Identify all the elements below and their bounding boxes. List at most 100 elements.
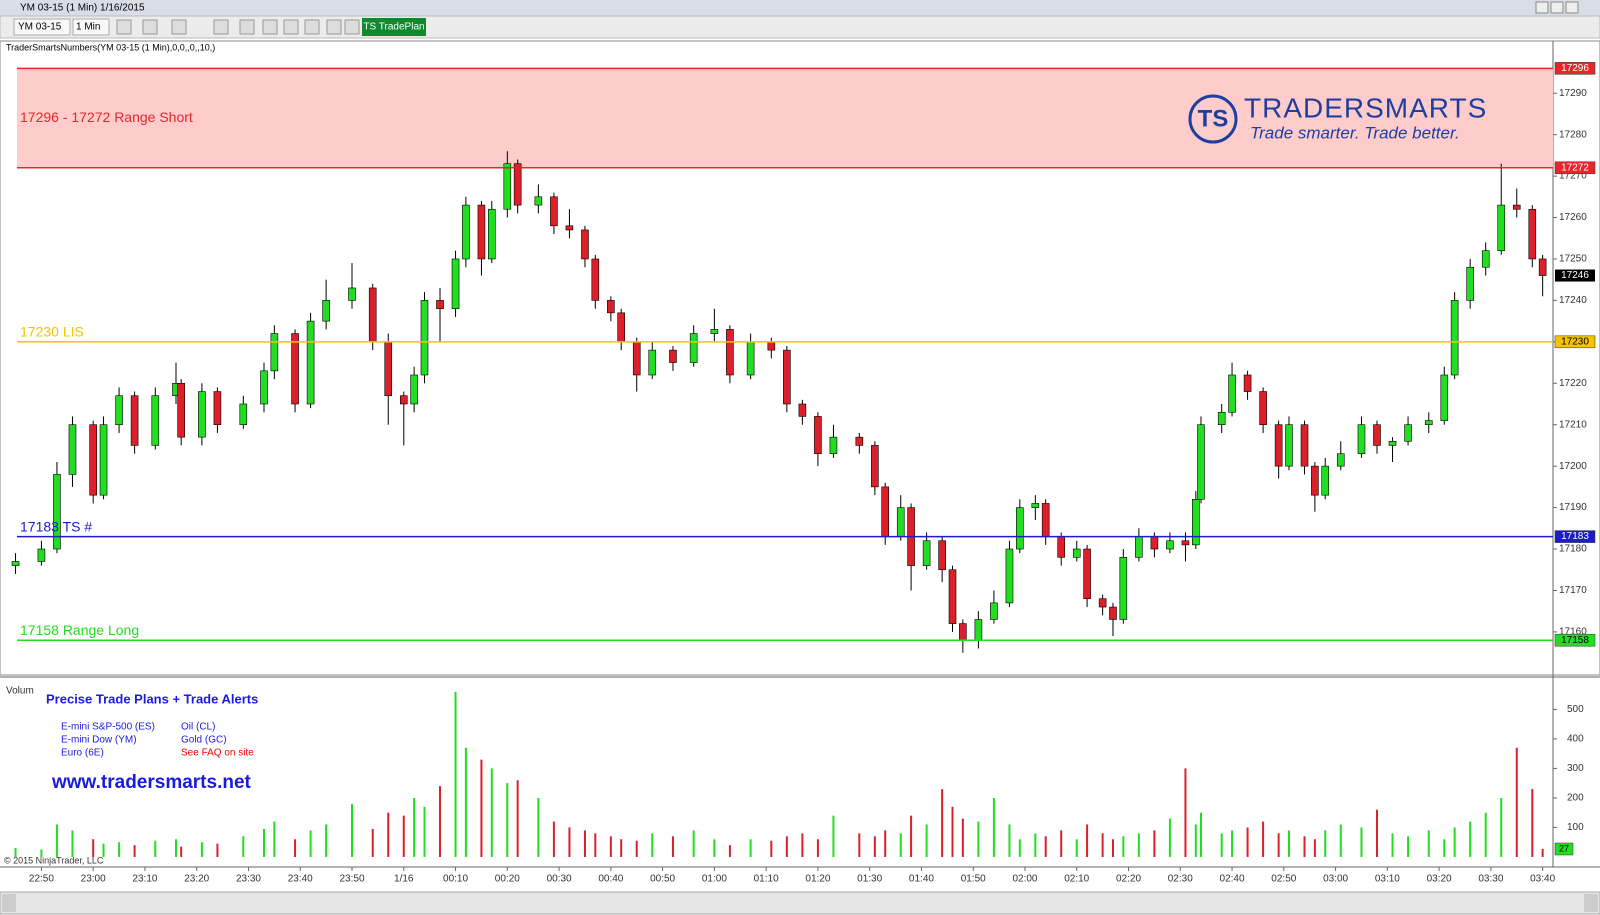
x-tick-label: 23:50 xyxy=(339,874,364,885)
promo-url[interactable]: www.tradersmarts.net xyxy=(51,772,252,793)
level-tag xyxy=(1554,335,1596,349)
plot-area: Volum 17160 17170 17180 17190 17200 17210 17220… xyxy=(0,40,1600,885)
tool-button[interactable] xyxy=(344,19,360,35)
candle-body xyxy=(1057,536,1066,558)
candle-body xyxy=(1274,424,1283,467)
candle-body xyxy=(1192,499,1200,546)
y-tick-label: 17170 xyxy=(1559,585,1587,596)
interval: 1 Min xyxy=(76,22,100,33)
candle-body xyxy=(1311,465,1319,496)
x-tick-label: 00:50 xyxy=(650,874,675,885)
candle-body xyxy=(368,287,377,343)
tool-button[interactable] xyxy=(283,19,299,35)
candle-body xyxy=(591,258,600,301)
candle-body xyxy=(11,561,20,566)
tool-button[interactable] xyxy=(213,19,229,35)
logo-name: TRADERSMARTS xyxy=(1244,92,1487,123)
scrollbar[interactable] xyxy=(0,891,1600,915)
instrument-select[interactable] xyxy=(13,18,71,36)
scroll-right[interactable] xyxy=(1584,894,1598,912)
window-title: YM 03-15 (1 Min) 1/16/2015 xyxy=(20,3,145,14)
candle-body xyxy=(151,395,160,446)
promo-item: See FAQ on site xyxy=(181,748,254,759)
x-tick-label: 02:30 xyxy=(1168,874,1193,885)
last-volume-label: 27 xyxy=(1559,843,1569,853)
candle-body xyxy=(1135,536,1143,558)
candle-body xyxy=(814,416,822,455)
candle-body xyxy=(1150,536,1159,550)
candle-body xyxy=(99,424,108,496)
level-tag-label: 17183 xyxy=(1561,531,1589,542)
candle-body xyxy=(306,320,315,405)
x-tick-label: 02:50 xyxy=(1271,874,1296,885)
candle-body xyxy=(1041,503,1050,537)
level-tag xyxy=(1554,62,1596,75)
candle-body xyxy=(990,602,998,620)
maximize-button[interactable] xyxy=(1550,1,1564,14)
level-tag-label: 17272 xyxy=(1561,162,1589,173)
tool-button[interactable] xyxy=(142,19,158,35)
x-tick-label: 23:20 xyxy=(184,874,209,885)
candle-body xyxy=(348,287,356,301)
x-tick-label: 00:10 xyxy=(443,874,468,885)
last-price-label: 17246 xyxy=(1561,270,1589,281)
x-tick-label: 01:10 xyxy=(754,874,779,885)
candle-body xyxy=(648,349,657,376)
tradeplan-button[interactable] xyxy=(362,18,426,36)
candle-body xyxy=(689,333,698,363)
candle-body xyxy=(1072,548,1081,558)
tool-button[interactable] xyxy=(239,19,255,35)
x-tick-label: 03:10 xyxy=(1375,874,1400,885)
volume-label: Volum xyxy=(6,686,34,697)
candle-body xyxy=(115,395,123,426)
candle-body xyxy=(1538,258,1547,276)
tool-button[interactable] xyxy=(326,19,342,35)
candle-body xyxy=(213,391,222,426)
x-tick-label: 23:10 xyxy=(132,874,157,885)
tool-button[interactable] xyxy=(116,19,132,35)
y-tick-label: 17220 xyxy=(1559,378,1587,389)
candle-body xyxy=(669,349,677,363)
candle-body xyxy=(1388,440,1397,446)
x-tick-label: 03:00 xyxy=(1323,874,1348,885)
candle-body xyxy=(948,569,957,624)
candle-body xyxy=(534,196,543,206)
candle-body xyxy=(1166,540,1174,550)
candle-body xyxy=(896,507,905,537)
interval-select[interactable] xyxy=(72,18,110,36)
candle-body xyxy=(1119,557,1128,620)
scroll-left[interactable] xyxy=(2,894,16,912)
y-tick-label: 17210 xyxy=(1559,419,1587,430)
candle-body xyxy=(1109,606,1117,620)
x-tick-label: 03:40 xyxy=(1530,874,1555,885)
candle-body xyxy=(959,623,967,641)
x-tick-label: 01:50 xyxy=(961,874,986,885)
candle-body xyxy=(177,382,185,438)
candle-body xyxy=(1404,424,1412,442)
candle-body xyxy=(1528,208,1537,260)
y-tick-label: 17280 xyxy=(1559,129,1587,140)
last-price-tag xyxy=(1555,269,1595,282)
candle-body xyxy=(130,395,139,446)
candle-body xyxy=(399,395,408,405)
x-tick-label: 03:20 xyxy=(1427,874,1452,885)
candle-body xyxy=(1336,453,1345,467)
tool-button[interactable] xyxy=(304,19,320,35)
candle-body xyxy=(270,333,279,372)
x-tick-label: 03:30 xyxy=(1478,874,1503,885)
candle-body xyxy=(37,548,46,562)
candle-body xyxy=(1466,266,1474,301)
candle-body xyxy=(798,403,807,417)
close-button[interactable] xyxy=(1565,1,1579,14)
promo-item: Oil (CL) xyxy=(181,722,215,733)
logo: TS TRADERSMARTS Trade smarter. Trade bet… xyxy=(1188,92,1487,144)
logo-circle xyxy=(1188,94,1238,144)
candle-body xyxy=(1300,424,1309,467)
y-tick-label: 17260 xyxy=(1559,212,1587,223)
candle-body xyxy=(565,225,574,231)
minimize-button[interactable] xyxy=(1535,1,1549,14)
tool-button[interactable] xyxy=(171,19,187,35)
range-zone xyxy=(17,68,1553,168)
tool-button[interactable] xyxy=(262,19,278,35)
x-tick-label: 01:30 xyxy=(857,874,882,885)
